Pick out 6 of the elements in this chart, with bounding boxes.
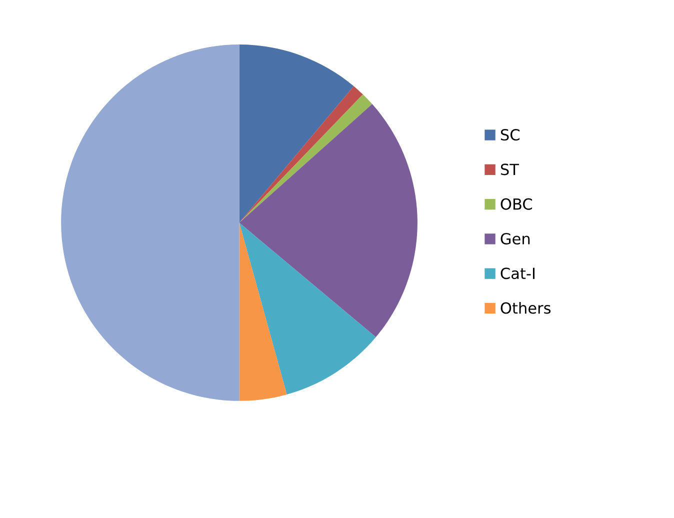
legend-label: Cat-I: [500, 268, 534, 280]
legend-label: ST: [500, 164, 520, 176]
legend-label: Others: [500, 302, 551, 314]
legend-label: SC: [500, 129, 520, 141]
legend-label: OBC: [500, 198, 532, 210]
legend-label: Gen: [500, 232, 530, 244]
